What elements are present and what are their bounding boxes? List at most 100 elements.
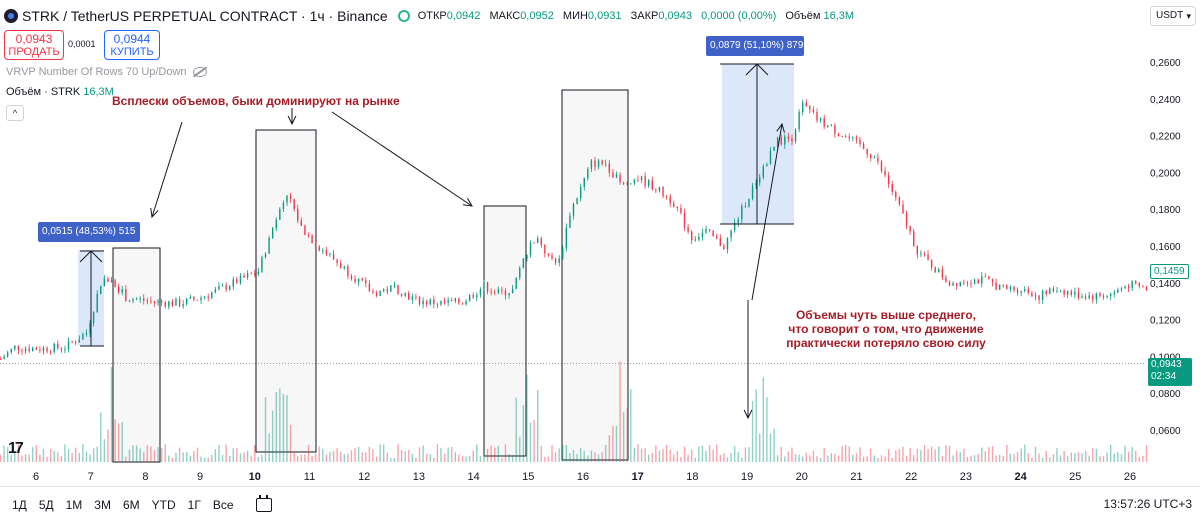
candle-body <box>791 138 793 142</box>
volume-bar <box>0 454 2 462</box>
candle-body <box>365 280 367 284</box>
volume-bar <box>250 456 252 462</box>
candle-body <box>1084 296 1087 299</box>
candle-body <box>1081 296 1083 298</box>
timeframe-1y[interactable]: 1Г <box>187 497 201 512</box>
annotation-arrow-b-head <box>287 115 297 126</box>
timeframe-ytd[interactable]: YTD <box>151 497 176 512</box>
price-axis-label: 0,2200 <box>1150 132 1181 143</box>
candle-body <box>171 301 174 306</box>
timeframe-3m[interactable]: 3М <box>94 497 111 512</box>
volume-bar <box>132 445 134 462</box>
candle-body <box>687 227 689 232</box>
time-axis-label: 20 <box>796 471 808 483</box>
volume-bar <box>1056 447 1058 462</box>
annotation-arrow-c <box>331 111 473 207</box>
volume-bar <box>465 456 467 462</box>
volume-bar <box>189 455 192 462</box>
candle-body <box>64 349 66 351</box>
candle-body <box>1006 285 1008 289</box>
volume-bar <box>569 453 571 462</box>
volume-bar <box>382 444 385 462</box>
calendar-icon[interactable] <box>255 494 272 512</box>
candle-body <box>640 176 643 180</box>
bar-countdown: 02:34 <box>1151 371 1177 382</box>
currency-select[interactable]: USDT <box>1150 6 1196 26</box>
volume-bar <box>415 457 417 462</box>
candle-body <box>1127 286 1130 288</box>
candle-body <box>246 273 249 278</box>
price-range-label-2[interactable]: 0,0879 (51,10%) 879 <box>706 36 804 56</box>
volume-bar <box>1109 444 1112 462</box>
candle-body <box>648 180 650 186</box>
volume-bar <box>397 444 399 462</box>
candle-body <box>1099 293 1101 296</box>
candle-body <box>1145 286 1148 291</box>
candle-body <box>587 168 589 179</box>
candle-body <box>39 349 41 351</box>
candle-body <box>279 209 281 220</box>
timeframe-1m[interactable]: 1М <box>65 497 83 512</box>
eye-hidden-icon[interactable] <box>192 67 207 77</box>
volume-bar <box>1052 454 1055 462</box>
candle-body <box>1009 287 1012 289</box>
candle-body <box>913 231 915 247</box>
tradingview-logo[interactable]: 17 <box>8 440 24 457</box>
candle-body <box>318 246 320 251</box>
volume-bar <box>479 455 482 462</box>
candle-body <box>486 282 489 292</box>
vrvp-indicator-legend[interactable]: VRVP Number Of Rows 70 Up/Down <box>6 66 207 78</box>
volume-bar <box>400 450 403 462</box>
volume-bar <box>615 426 618 462</box>
annotation-volume-weakening[interactable]: Объемы чуть выше среднего, что говорит о… <box>786 308 986 350</box>
buy-label: КУПИТЬ <box>110 46 154 58</box>
annotation-volume-spikes[interactable]: Всплески объемов, быки доминируют на рын… <box>112 94 400 108</box>
candle-body <box>902 204 904 214</box>
candle-body <box>411 296 414 300</box>
volume-bar <box>640 448 643 462</box>
volume-bar <box>125 457 127 462</box>
volume-bar <box>744 447 747 462</box>
volume-bar <box>572 450 575 462</box>
symbol-title[interactable]: STRK / TetherUS PERPETUAL CONTRACT · 1ч … <box>22 8 388 24</box>
candle-body <box>916 246 918 255</box>
volume-bar <box>841 446 843 462</box>
sell-button[interactable]: 0,0943 ПРОДАТЬ <box>4 30 64 60</box>
collapse-legend-button[interactable]: ^ <box>6 105 24 121</box>
volume-bar <box>78 452 80 462</box>
price-range-label-1[interactable]: 0,0515 (48,53%) 515 <box>38 222 140 242</box>
clock-readout[interactable]: 13:57:26 UTC+3 <box>1103 497 1192 511</box>
volume-bar <box>408 450 410 462</box>
volume-bar <box>128 449 131 462</box>
timeframe-6m[interactable]: 6М <box>122 497 140 512</box>
buy-button[interactable]: 0,0944 КУПИТЬ <box>104 30 160 60</box>
candle-body <box>350 276 353 279</box>
annotation-arrow-a <box>151 121 183 218</box>
timeframe-1d[interactable]: 1Д <box>12 497 27 512</box>
candle-body <box>117 286 120 293</box>
volume-bar <box>1049 457 1051 462</box>
timeframe-all[interactable]: Все <box>212 497 234 512</box>
volume-bar <box>1045 450 1047 462</box>
candle-body <box>644 176 646 186</box>
volume-indicator-legend[interactable]: Объём · STRK 16,3M <box>6 86 114 98</box>
candle-body <box>1024 289 1026 291</box>
candle-body <box>952 283 954 286</box>
candle-body <box>422 300 424 305</box>
market-status-icon[interactable] <box>397 10 410 22</box>
volume-bar <box>393 457 396 462</box>
volume-bar <box>1142 455 1144 462</box>
highlight-box-4 <box>561 89 629 461</box>
volume-bar <box>504 444 507 462</box>
volume-bar <box>336 448 338 462</box>
timeframe-5d[interactable]: 5Д <box>38 497 54 512</box>
volume-bar <box>257 456 260 462</box>
candle-body <box>1056 290 1058 292</box>
candle-body <box>132 299 134 301</box>
candle-body <box>948 281 951 286</box>
volume-bar <box>49 448 52 462</box>
candle-body <box>533 242 535 244</box>
volume-bar <box>368 446 371 462</box>
